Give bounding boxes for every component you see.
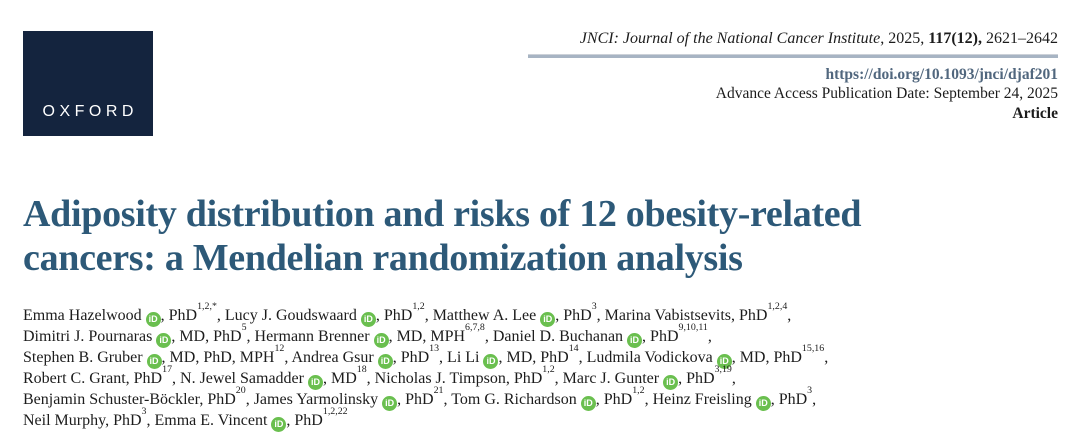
orcid-icon[interactable]: iD: [663, 375, 679, 390]
journal-citation-block: JNCI: Journal of the National Cancer Ins…: [528, 29, 1058, 123]
author-affiliation-superscript: 15,16: [801, 343, 825, 355]
orcid-icon[interactable]: iD: [145, 312, 161, 327]
journal-name: JNCI: Journal of the National Cancer Ins…: [579, 30, 881, 47]
orcid-icon[interactable]: iD: [627, 333, 643, 348]
journal-citation-line: JNCI: Journal of the National Cancer Ins…: [528, 29, 1058, 49]
advance-access-date: Advance Access Publication Date: Septemb…: [715, 85, 1058, 102]
author-ludmila-vodickova: Ludmila Vodickova iD, MD, PhD15,16: [587, 344, 824, 369]
article-type-label: Article: [1012, 105, 1058, 122]
author-affiliation-superscript: 1,2: [412, 301, 425, 313]
orcid-icon[interactable]: iD: [580, 396, 596, 411]
article-title-line1: Adiposity distribution and risks of 12 o…: [23, 193, 862, 235]
author-affiliation-superscript: 20: [235, 385, 246, 397]
author-affiliation-superscript: 1,2,4: [767, 301, 788, 313]
orcid-icon[interactable]: iD: [156, 333, 172, 348]
author-affiliation-superscript: 21: [433, 385, 444, 397]
author-affiliation-superscript: 17: [162, 364, 173, 376]
author-emma-e-vincent: Emma E. Vincent iD, PhD1,2,22: [154, 407, 348, 432]
author-emma-hazelwood: Emma Hazelwood iD, PhD1,2,*: [23, 302, 217, 327]
author-marc-j-gunter: Marc J. Gunter iD, PhD3,19: [563, 365, 732, 390]
doi-link[interactable]: https://doi.org/10.1093/jnci/djaf201: [825, 66, 1058, 83]
author-affiliation-superscript: 3,19: [714, 364, 732, 376]
author-james-yarmolinsky: James Yarmolinsky iD, PhD21: [254, 386, 444, 411]
author-affiliation-superscript: 18: [356, 364, 367, 376]
author-affiliation-superscript: 13: [429, 343, 440, 355]
author-affiliation-superscript: 3: [591, 301, 597, 313]
orcid-icon[interactable]: iD: [271, 417, 287, 432]
oxford-logo-text: OXFORD: [42, 103, 138, 120]
author-lucy-j-goudswaard: Lucy J. Goudswaard iD, PhD1,2: [225, 302, 425, 327]
author-affiliation-superscript: 14: [568, 343, 579, 355]
author-n-jewel-samadder: N. Jewel Samadder iD, MD18: [180, 365, 367, 390]
author-affiliation-superscript: 1,2,*: [197, 301, 217, 313]
author-tom-g-richardson: Tom G. Richardson iD, PhD1,2: [451, 386, 645, 411]
author-affiliation-superscript: 1,2,22: [322, 406, 348, 418]
orcid-icon[interactable]: iD: [146, 354, 162, 369]
author-list: Emma Hazelwood iD, PhD1,2,*, Lucy J. Gou…: [23, 301, 1063, 432]
author-andrea-gsur: Andrea Gsur iD, PhD13: [291, 344, 439, 369]
author-affiliation-superscript: 1,2: [542, 364, 555, 376]
citation-pages: 2621–2642: [982, 30, 1058, 47]
author-affiliation-superscript: 3: [141, 406, 147, 418]
author-benjamin-schuster-b-ckler: Benjamin Schuster-Böckler, PhD20: [23, 385, 246, 408]
article-title-line2: cancers: a Mendelian randomization analy…: [23, 237, 743, 279]
orcid-icon[interactable]: iD: [483, 354, 499, 369]
orcid-icon[interactable]: iD: [382, 396, 398, 411]
orcid-icon[interactable]: iD: [373, 333, 389, 348]
orcid-icon[interactable]: iD: [755, 396, 771, 411]
author-neil-murphy: Neil Murphy, PhD3: [23, 406, 147, 429]
author-affiliation-superscript: 12: [274, 343, 285, 355]
author-affiliation-superscript: 1,2: [632, 385, 645, 397]
author-marina-vabistsevits: Marina Vabistsevits, PhD1,2,4: [604, 301, 788, 324]
article-title: Adiposity distribution and risks of 12 o…: [23, 192, 1043, 280]
orcid-icon[interactable]: iD: [307, 375, 323, 390]
divider-rule: [528, 54, 1058, 58]
citation-year: , 2025,: [880, 30, 929, 47]
orcid-icon[interactable]: iD: [540, 312, 556, 327]
oxford-logo: OXFORD: [23, 31, 153, 136]
author-daniel-d-buchanan: Daniel D. Buchanan iD, PhD9,10,11: [493, 323, 708, 348]
author-hermann-brenner: Hermann Brenner iD, MD, MPH6,7,8: [255, 323, 485, 348]
author-affiliation-superscript: 5: [241, 322, 247, 334]
orcid-icon[interactable]: iD: [360, 312, 376, 327]
author-dimitri-j-pournaras: Dimitri J. Pournaras iD, MD, PhD5: [23, 323, 247, 348]
author-heinz-freisling: Heinz Freisling iD, PhD3: [653, 386, 812, 411]
orcid-icon[interactable]: iD: [716, 354, 732, 369]
author-nicholas-j-timpson: Nicholas J. Timpson, PhD1,2: [374, 364, 555, 387]
author-li-li: Li Li iD, MD, PhD14: [447, 344, 579, 369]
orcid-icon[interactable]: iD: [377, 354, 393, 369]
author-affiliation-superscript: 6,7,8: [465, 322, 485, 334]
author-affiliation-superscript: 3: [807, 385, 813, 397]
author-affiliation-superscript: 9,10,11: [678, 322, 708, 334]
author-matthew-a-lee: Matthew A. Lee iD, PhD3: [433, 302, 597, 327]
citation-volume-issue: 117(12),: [928, 30, 982, 47]
author-robert-c-grant: Robert C. Grant, PhD17: [23, 364, 173, 387]
author-stephen-b-gruber: Stephen B. Gruber iD, MD, PhD, MPH12: [23, 344, 284, 369]
